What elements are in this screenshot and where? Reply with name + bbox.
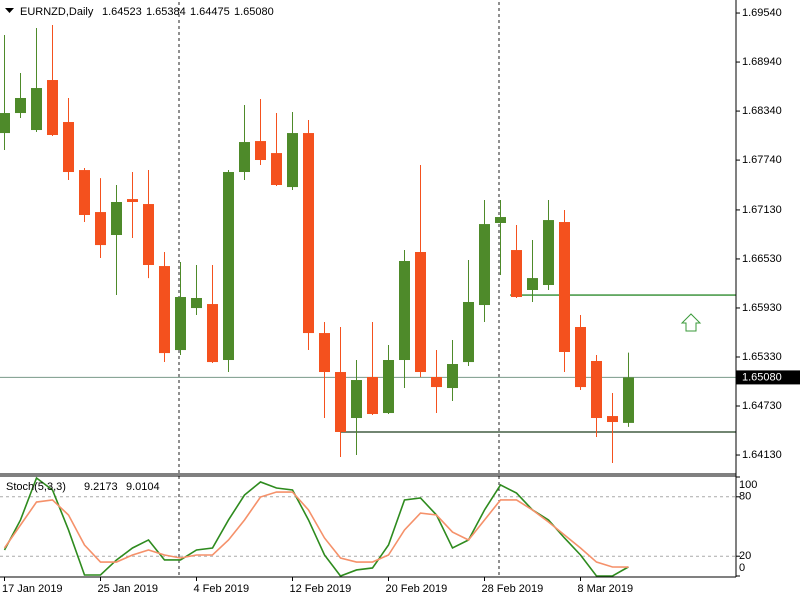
indicator-y-tick-label: 0 <box>739 562 745 574</box>
arrow-up-icon <box>680 313 702 332</box>
candle-body <box>383 360 394 414</box>
candle-body <box>319 333 330 373</box>
x-tick-label: 8 Mar 2019 <box>578 583 634 595</box>
menu-triangle[interactable] <box>5 8 14 13</box>
candle-body <box>559 222 570 353</box>
y-tick-label: 1.66530 <box>742 253 782 265</box>
candle-body <box>159 266 170 354</box>
candle-body <box>127 199 138 203</box>
indicator-y-tick-label: 100 <box>739 479 757 491</box>
candle-body <box>95 212 106 246</box>
stochastic-line <box>3 491 629 568</box>
candle-body <box>47 80 58 136</box>
quote-close: 1.65080 <box>234 6 274 18</box>
x-tick-label: 25 Jan 2019 <box>98 583 159 595</box>
candle-body <box>223 172 234 361</box>
x-tick-label: 12 Feb 2019 <box>290 583 352 595</box>
candle-body <box>335 372 346 432</box>
candle-body <box>575 327 586 388</box>
y-tick-label: 1.69540 <box>742 7 782 19</box>
candle-body <box>111 202 122 236</box>
candle-body <box>191 297 202 309</box>
y-tick-label: 1.68940 <box>742 56 782 68</box>
y-tick-label: 1.65930 <box>742 302 782 314</box>
quote-high: 1.65384 <box>146 6 186 18</box>
candle-body <box>31 88 42 131</box>
current-price-label: 1.65080 <box>742 371 782 383</box>
symbol-label: EURNZD,Daily <box>20 6 94 18</box>
candle-body <box>367 377 378 415</box>
indicator-k-value: 9.2173 <box>84 481 118 493</box>
candle-body <box>239 142 250 173</box>
y-tick-label: 1.64130 <box>742 449 782 461</box>
candle-body <box>431 377 442 388</box>
stochastic-line <box>3 476 629 577</box>
y-tick-label: 1.68340 <box>742 105 782 117</box>
candle-body <box>15 97 26 114</box>
candle-body <box>303 133 314 334</box>
y-tick-label: 1.65330 <box>742 351 782 363</box>
x-tick-label: 28 Feb 2019 <box>482 583 544 595</box>
candle-body <box>607 416 618 423</box>
x-tick-label: 4 Feb 2019 <box>194 583 250 595</box>
x-tick-label: 20 Feb 2019 <box>386 583 448 595</box>
candle-body <box>207 304 218 363</box>
candle-body <box>0 113 10 134</box>
candle-body <box>143 204 154 265</box>
indicator-y-tick-label: 80 <box>739 491 751 503</box>
candle-body <box>175 297 186 351</box>
candle-body <box>63 122 74 173</box>
candle-body <box>255 141 266 161</box>
candle-body <box>351 380 362 419</box>
candle-body <box>79 170 90 215</box>
candle-body <box>447 364 458 389</box>
candle-body <box>479 224 490 306</box>
indicator-title: Stoch(5,3,3) <box>6 481 66 493</box>
candle-body <box>399 260 410 361</box>
plot <box>0 25 736 577</box>
y-tick-label: 1.67130 <box>742 204 782 216</box>
y-tick-label: 1.64730 <box>742 400 782 412</box>
quote-open: 1.64523 <box>102 6 142 18</box>
y-tick-label: 1.67740 <box>742 154 782 166</box>
candle-body <box>591 360 602 419</box>
candle-body <box>271 153 282 186</box>
candle-body <box>527 278 538 290</box>
x-tick-label: 17 Jan 2019 <box>2 583 63 595</box>
candle-body <box>287 133 298 188</box>
quote-low: 1.64475 <box>190 6 230 18</box>
candle-body <box>495 217 506 223</box>
candle-body <box>463 302 474 363</box>
indicator-d-value: 9.0104 <box>126 481 160 493</box>
candle-body <box>623 377 634 423</box>
candle-body <box>511 250 522 298</box>
indicator-y-tick-label: 20 <box>739 550 751 562</box>
candle-body <box>543 220 554 286</box>
current-price-box <box>736 370 800 385</box>
candle-body <box>415 252 426 373</box>
